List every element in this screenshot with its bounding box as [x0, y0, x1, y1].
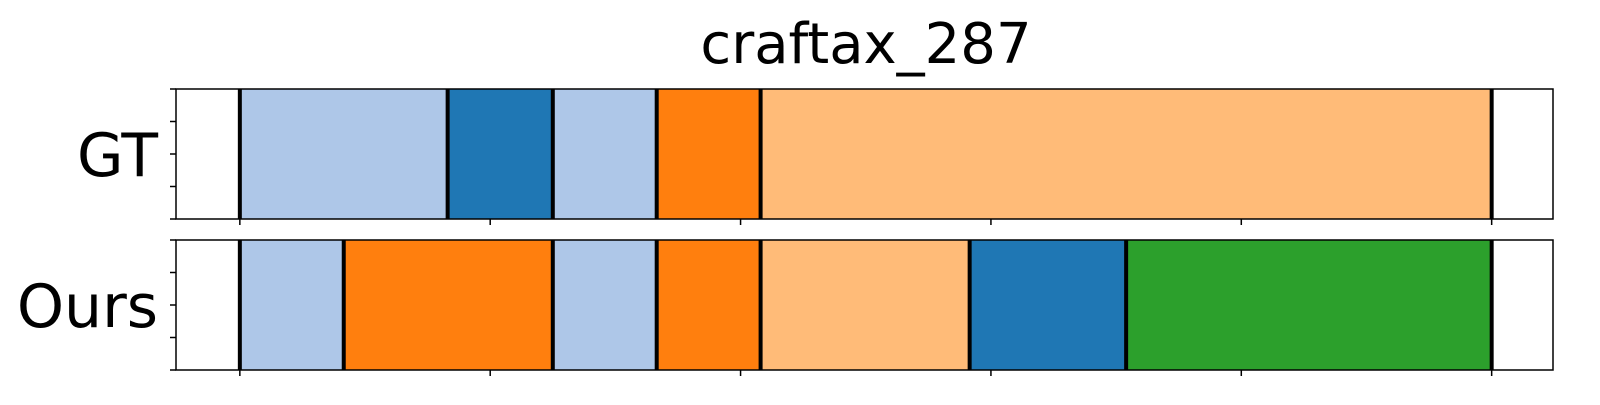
row-ours: Ours: [17, 239, 1554, 376]
segment-bar: [552, 240, 657, 370]
row-label: GT: [77, 121, 158, 191]
segment-bar: [760, 89, 1492, 219]
segment-bar: [447, 89, 553, 219]
segment-bar: [239, 89, 448, 219]
segment-bar: [343, 240, 553, 370]
segment-bar: [239, 240, 344, 370]
row-gt: GT: [77, 88, 1554, 225]
segment-bar: [969, 240, 1127, 370]
segment-bar: [656, 240, 761, 370]
row-label: Ours: [17, 272, 158, 342]
segment-bar: [760, 240, 970, 370]
segment-bar: [552, 89, 657, 219]
chart-title: craftax_287: [700, 12, 1031, 77]
segment-bar: [1126, 240, 1492, 370]
segment-bar: [656, 89, 761, 219]
